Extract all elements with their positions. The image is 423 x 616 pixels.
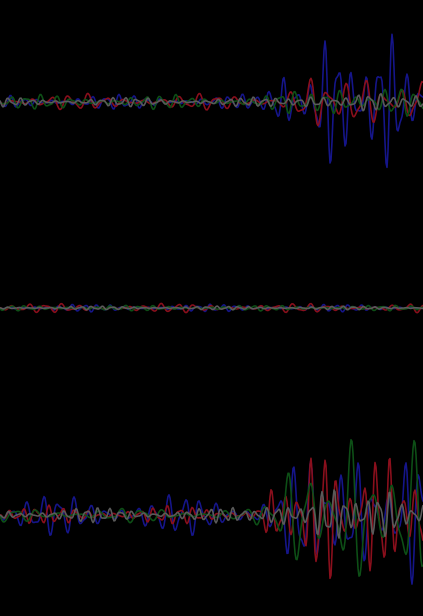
panel-bottom [0,439,423,585]
series-line-top-grey [0,92,423,112]
panel-middle [0,302,423,314]
series-line-bottom-grey [0,489,423,539]
series-line-middle-red [0,302,423,314]
series-line-bottom-green [0,439,423,577]
panel-top [0,33,423,169]
series-line-middle-grey [0,305,423,311]
